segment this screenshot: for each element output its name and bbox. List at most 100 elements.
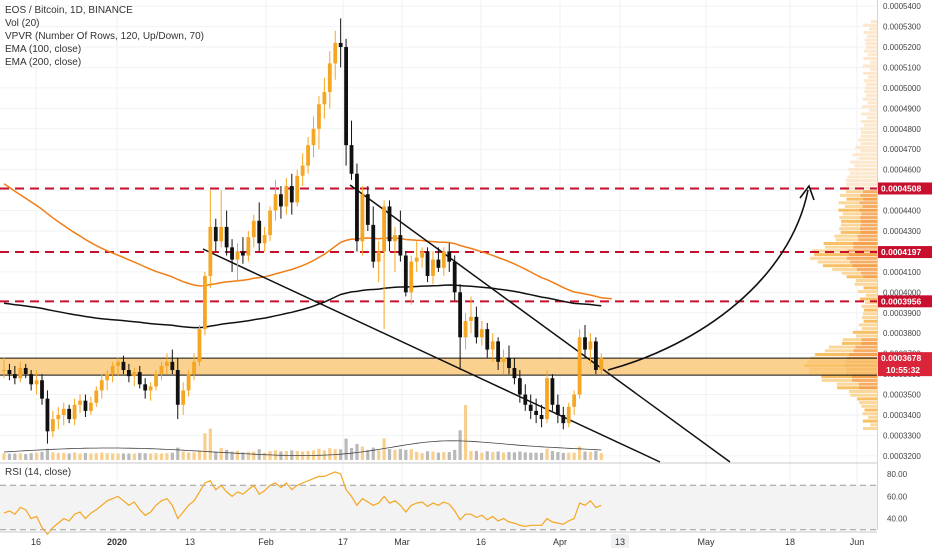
price-tick-label: 0.0003800 — [883, 329, 921, 338]
vpvr-row — [824, 349, 877, 353]
candle-up — [50, 419, 55, 432]
volume-bar — [62, 452, 66, 460]
candle-down — [257, 220, 262, 244]
vpvr-row — [845, 190, 877, 194]
candle-down — [7, 370, 12, 375]
volume-bar — [425, 451, 430, 460]
vpvr-row — [860, 149, 877, 153]
vpvr-row-down — [848, 253, 877, 257]
time-tick-label: May — [697, 537, 715, 547]
candle-down — [517, 378, 522, 395]
volume-bar — [165, 453, 169, 460]
volume-bar — [404, 449, 408, 460]
volume-bar — [550, 450, 555, 460]
rsi-axis[interactable]: 80.00 60.00 40.00 — [887, 470, 908, 524]
volume-bar — [377, 450, 381, 460]
volume-bar — [121, 453, 126, 460]
volume-bar — [447, 452, 451, 460]
candle-down — [29, 374, 34, 385]
candlesticks — [2, 18, 604, 444]
candle-up — [268, 210, 272, 236]
vpvr-row — [867, 34, 877, 38]
candle-down — [528, 404, 533, 411]
vpvr-row — [860, 127, 877, 131]
candle-up — [251, 220, 256, 238]
candle-up — [393, 235, 397, 242]
volume-bar — [317, 448, 321, 460]
price-tick-label: 0.0004700 — [883, 145, 921, 154]
rsi-legend[interactable]: RSI (14, close) — [5, 467, 72, 478]
candle-down — [561, 414, 566, 424]
vpvr-row — [832, 267, 877, 271]
volume-bar — [40, 451, 44, 460]
price-tick-label: 0.0004400 — [883, 207, 921, 216]
legend-vol[interactable]: Vol (20) — [5, 18, 40, 29]
volume-bar — [355, 443, 359, 460]
vpvr-row — [866, 94, 877, 97]
price-tick-label: 0.0004300 — [883, 227, 921, 236]
time-axis[interactable]: 16 2020 13 Feb 17 Mar 16 Apr 13 May 18 Jun — [31, 534, 864, 548]
legend-ema100[interactable]: EMA (100, close) — [5, 44, 82, 55]
upper-trend-line — [349, 184, 731, 463]
vpvr-row — [863, 23, 877, 27]
volume-bar — [469, 450, 473, 460]
candle-up — [61, 408, 66, 415]
candle-down — [241, 251, 245, 256]
volume-bar — [132, 453, 136, 460]
countdown-label: 10:55:32 — [886, 365, 920, 375]
vpvr-row — [815, 353, 877, 356]
vpvr-row — [865, 301, 877, 305]
volume-bar — [398, 449, 402, 460]
volume-bar — [94, 453, 98, 460]
candle-down — [496, 341, 501, 362]
volume-bar — [485, 451, 489, 460]
candle-up — [219, 226, 224, 242]
candle-up — [479, 329, 484, 338]
vpvr-row-down — [852, 242, 877, 245]
volume-bar — [453, 449, 457, 460]
volume-bar — [246, 451, 250, 460]
vpvr-row — [863, 312, 877, 316]
vpvr-row — [862, 316, 877, 319]
vpvr-row-down — [860, 230, 877, 234]
volume-bar — [203, 433, 207, 460]
lower-trend-line — [202, 248, 661, 463]
vpvr-row — [870, 68, 877, 72]
candle-up — [72, 404, 77, 420]
vpvr-row — [860, 131, 877, 134]
vpvr-row — [862, 97, 877, 101]
candle-up — [2, 370, 6, 372]
vpvr-row — [862, 412, 877, 416]
vpvr-row — [863, 319, 877, 323]
volume-bar — [127, 453, 131, 460]
vpvr-row — [861, 105, 877, 109]
price-tick-label: 0.0004900 — [883, 104, 921, 113]
time-tick-label: 2020 — [107, 537, 127, 547]
volume-bar — [409, 449, 413, 460]
vpvr-row-down — [858, 382, 877, 386]
volume-bar — [561, 452, 565, 460]
volume-bar — [458, 430, 462, 460]
vpvr-row — [849, 171, 877, 175]
vpvr-row — [862, 64, 877, 68]
vpvr-row-down — [860, 227, 877, 231]
vpvr-row — [809, 256, 877, 260]
candle-down — [338, 42, 343, 48]
vpvr-row — [858, 138, 877, 142]
volume-bar — [431, 451, 435, 460]
legend-ema200[interactable]: EMA (200, close) — [5, 57, 82, 68]
support-zone — [0, 357, 877, 376]
candle-up — [409, 261, 414, 293]
vpvr-row — [857, 290, 877, 294]
volume-bar — [567, 452, 571, 460]
level-price-tag-label: 0.0003956 — [881, 296, 921, 306]
current-price-label: 0.0003678 — [881, 353, 921, 363]
vpvr-row-down — [863, 275, 877, 279]
volume-ma-line — [3, 440, 602, 457]
level-price-tag-label: 0.0004197 — [881, 247, 921, 257]
vpvr-row-down — [861, 271, 877, 275]
legend-title[interactable]: EOS / Bitcoin, 1D, BINANCE — [5, 5, 133, 16]
volume-bar — [214, 451, 218, 460]
legend-vpvr[interactable]: VPVR (Number Of Rows, 120, Up/Down, 70) — [5, 31, 204, 42]
